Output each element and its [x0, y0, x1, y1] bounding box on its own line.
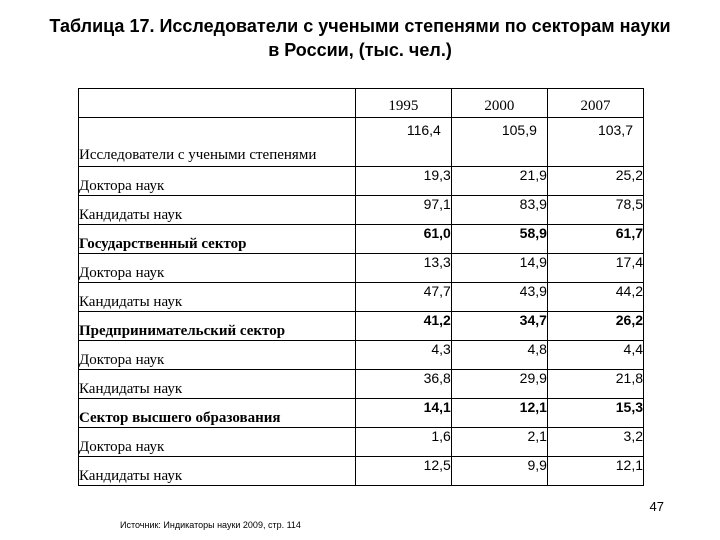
value-cell-1995: 116,4	[354, 117, 452, 167]
table-row: Исследователи с учеными степенями 116,4 10…	[78, 117, 645, 167]
value-cell-2000: 9,9	[450, 456, 548, 486]
row-label: Кандидаты наук	[78, 456, 356, 486]
value-cell-2000: 21,9	[450, 166, 548, 196]
value-cell-1995: 41,2	[354, 311, 452, 341]
header-year-2007: 2007	[546, 88, 645, 118]
value-cell-2000: 105,9	[450, 117, 548, 167]
header-blank-cell	[78, 88, 356, 118]
value-cell-1995: 47,7	[354, 282, 452, 312]
row-label: Государственный сектор	[78, 224, 356, 254]
value-cell-2000: 4,8	[450, 340, 548, 370]
row-label: Сектор высшего образования	[78, 398, 356, 428]
table-row: Доктора наук 1,6 2,1 3,2	[78, 427, 645, 457]
value-cell-1995: 97,1	[354, 195, 452, 225]
value-cell-1995: 1,6	[354, 427, 452, 457]
table-row: Предпринимательский сектор 41,2 34,7 26,2	[78, 311, 645, 341]
row-label: Кандидаты наук	[78, 195, 356, 225]
table-row: Сектор высшего образования 14,1 12,1 15,3	[78, 398, 645, 428]
value-cell-2007: 4,4	[546, 340, 645, 370]
value-cell-2007: 78,5	[546, 195, 645, 225]
value-cell-2000: 14,9	[450, 253, 548, 283]
value-cell-2007: 12,1	[546, 456, 645, 486]
value-cell-1995: 13,3	[354, 253, 452, 283]
table-row: Кандидаты наук 12,5 9,9 12,1	[78, 456, 645, 486]
table-row: Доктора наук 13,3 14,9 17,4	[78, 253, 645, 283]
table-row: Кандидаты наук 36,8 29,9 21,8	[78, 369, 645, 399]
row-label: Доктора наук	[78, 427, 356, 457]
value-cell-1995: 12,5	[354, 456, 452, 486]
table-row: Кандидаты наук 97,1 83,9 78,5	[78, 195, 645, 225]
value-cell-1995: 14,1	[354, 398, 452, 428]
page-number: 47	[649, 499, 664, 514]
researchers-table: 1995 2000 2007 Исследователи с учеными с…	[78, 88, 645, 486]
row-label: Предпринимательский сектор	[78, 311, 356, 341]
value-cell-2000: 43,9	[450, 282, 548, 312]
title-line-1: Таблица 17. Исследователи с учеными степ…	[49, 16, 671, 36]
row-label: Кандидаты наук	[78, 282, 356, 312]
value-cell-1995: 61,0	[354, 224, 452, 254]
table-row: Доктора наук 19,3 21,9 25,2	[78, 166, 645, 196]
table-header-row: 1995 2000 2007	[78, 88, 645, 118]
row-label: Кандидаты наук	[78, 369, 356, 399]
value-cell-2007: 3,2	[546, 427, 645, 457]
value-cell-2000: 58,9	[450, 224, 548, 254]
table-row: Государственный сектор 61,0 58,9 61,7	[78, 224, 645, 254]
value-cell-2007: 15,3	[546, 398, 645, 428]
header-year-2000: 2000	[450, 88, 548, 118]
table-row: Кандидаты наук 47,7 43,9 44,2	[78, 282, 645, 312]
value-cell-2007: 26,2	[546, 311, 645, 341]
row-label: Исследователи с учеными степенями	[78, 117, 356, 167]
table-row: Доктора наук 4,3 4,8 4,4	[78, 340, 645, 370]
value-cell-2000: 2,1	[450, 427, 548, 457]
page-title: Таблица 17. Исследователи с учеными степ…	[0, 14, 720, 62]
row-label: Доктора наук	[78, 253, 356, 283]
value-cell-2000: 12,1	[450, 398, 548, 428]
source-note: Источник: Индикаторы науки 2009, стр. 11…	[120, 520, 301, 530]
value-cell-1995: 36,8	[354, 369, 452, 399]
value-cell-1995: 4,3	[354, 340, 452, 370]
value-cell-2000: 29,9	[450, 369, 548, 399]
row-label: Доктора наук	[78, 340, 356, 370]
value-cell-1995: 19,3	[354, 166, 452, 196]
value-cell-2007: 61,7	[546, 224, 645, 254]
value-cell-2007: 103,7	[546, 117, 645, 167]
value-cell-2007: 21,8	[546, 369, 645, 399]
value-cell-2007: 44,2	[546, 282, 645, 312]
row-label: Доктора наук	[78, 166, 356, 196]
title-line-2: в России, (тыс. чел.)	[268, 40, 452, 60]
value-cell-2000: 83,9	[450, 195, 548, 225]
value-cell-2007: 25,2	[546, 166, 645, 196]
value-cell-2007: 17,4	[546, 253, 645, 283]
header-year-1995: 1995	[354, 88, 452, 118]
value-cell-2000: 34,7	[450, 311, 548, 341]
